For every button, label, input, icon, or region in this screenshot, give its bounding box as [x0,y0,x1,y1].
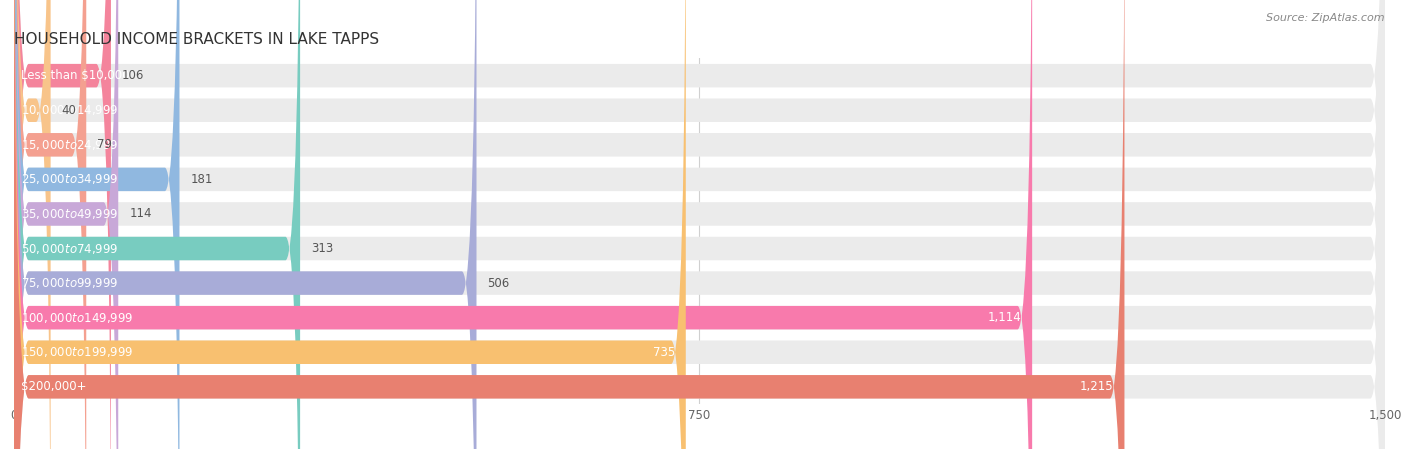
FancyBboxPatch shape [14,0,180,449]
Text: 313: 313 [311,242,333,255]
FancyBboxPatch shape [14,0,1385,449]
FancyBboxPatch shape [14,0,1385,449]
Text: 40: 40 [62,104,76,117]
FancyBboxPatch shape [14,0,477,449]
FancyBboxPatch shape [14,0,1385,449]
Text: HOUSEHOLD INCOME BRACKETS IN LAKE TAPPS: HOUSEHOLD INCOME BRACKETS IN LAKE TAPPS [14,32,380,48]
FancyBboxPatch shape [14,0,1125,449]
FancyBboxPatch shape [14,0,1385,449]
FancyBboxPatch shape [14,0,1385,449]
FancyBboxPatch shape [14,0,1385,449]
Text: 181: 181 [190,173,212,186]
Text: 1,114: 1,114 [987,311,1021,324]
Text: 735: 735 [652,346,675,359]
FancyBboxPatch shape [14,0,111,449]
Text: $100,000 to $149,999: $100,000 to $149,999 [21,311,134,325]
Text: $10,000 to $14,999: $10,000 to $14,999 [21,103,120,117]
FancyBboxPatch shape [14,0,118,449]
Text: Source: ZipAtlas.com: Source: ZipAtlas.com [1267,13,1385,23]
Text: 1,215: 1,215 [1080,380,1114,393]
Text: $50,000 to $74,999: $50,000 to $74,999 [21,242,120,255]
FancyBboxPatch shape [14,0,299,449]
FancyBboxPatch shape [14,0,1385,449]
Text: $200,000+: $200,000+ [21,380,87,393]
FancyBboxPatch shape [14,0,51,449]
Text: 506: 506 [488,277,510,290]
Text: $35,000 to $49,999: $35,000 to $49,999 [21,207,120,221]
Text: 106: 106 [122,69,145,82]
Text: $150,000 to $199,999: $150,000 to $199,999 [21,345,134,359]
FancyBboxPatch shape [14,0,86,449]
Text: $25,000 to $34,999: $25,000 to $34,999 [21,172,120,186]
Text: Less than $10,000: Less than $10,000 [21,69,129,82]
FancyBboxPatch shape [14,0,686,449]
Text: $15,000 to $24,999: $15,000 to $24,999 [21,138,120,152]
FancyBboxPatch shape [14,0,1385,449]
Text: 79: 79 [97,138,112,151]
Text: 114: 114 [129,207,152,220]
Text: $75,000 to $99,999: $75,000 to $99,999 [21,276,120,290]
FancyBboxPatch shape [14,0,1385,449]
FancyBboxPatch shape [14,0,1385,449]
FancyBboxPatch shape [14,0,1032,449]
